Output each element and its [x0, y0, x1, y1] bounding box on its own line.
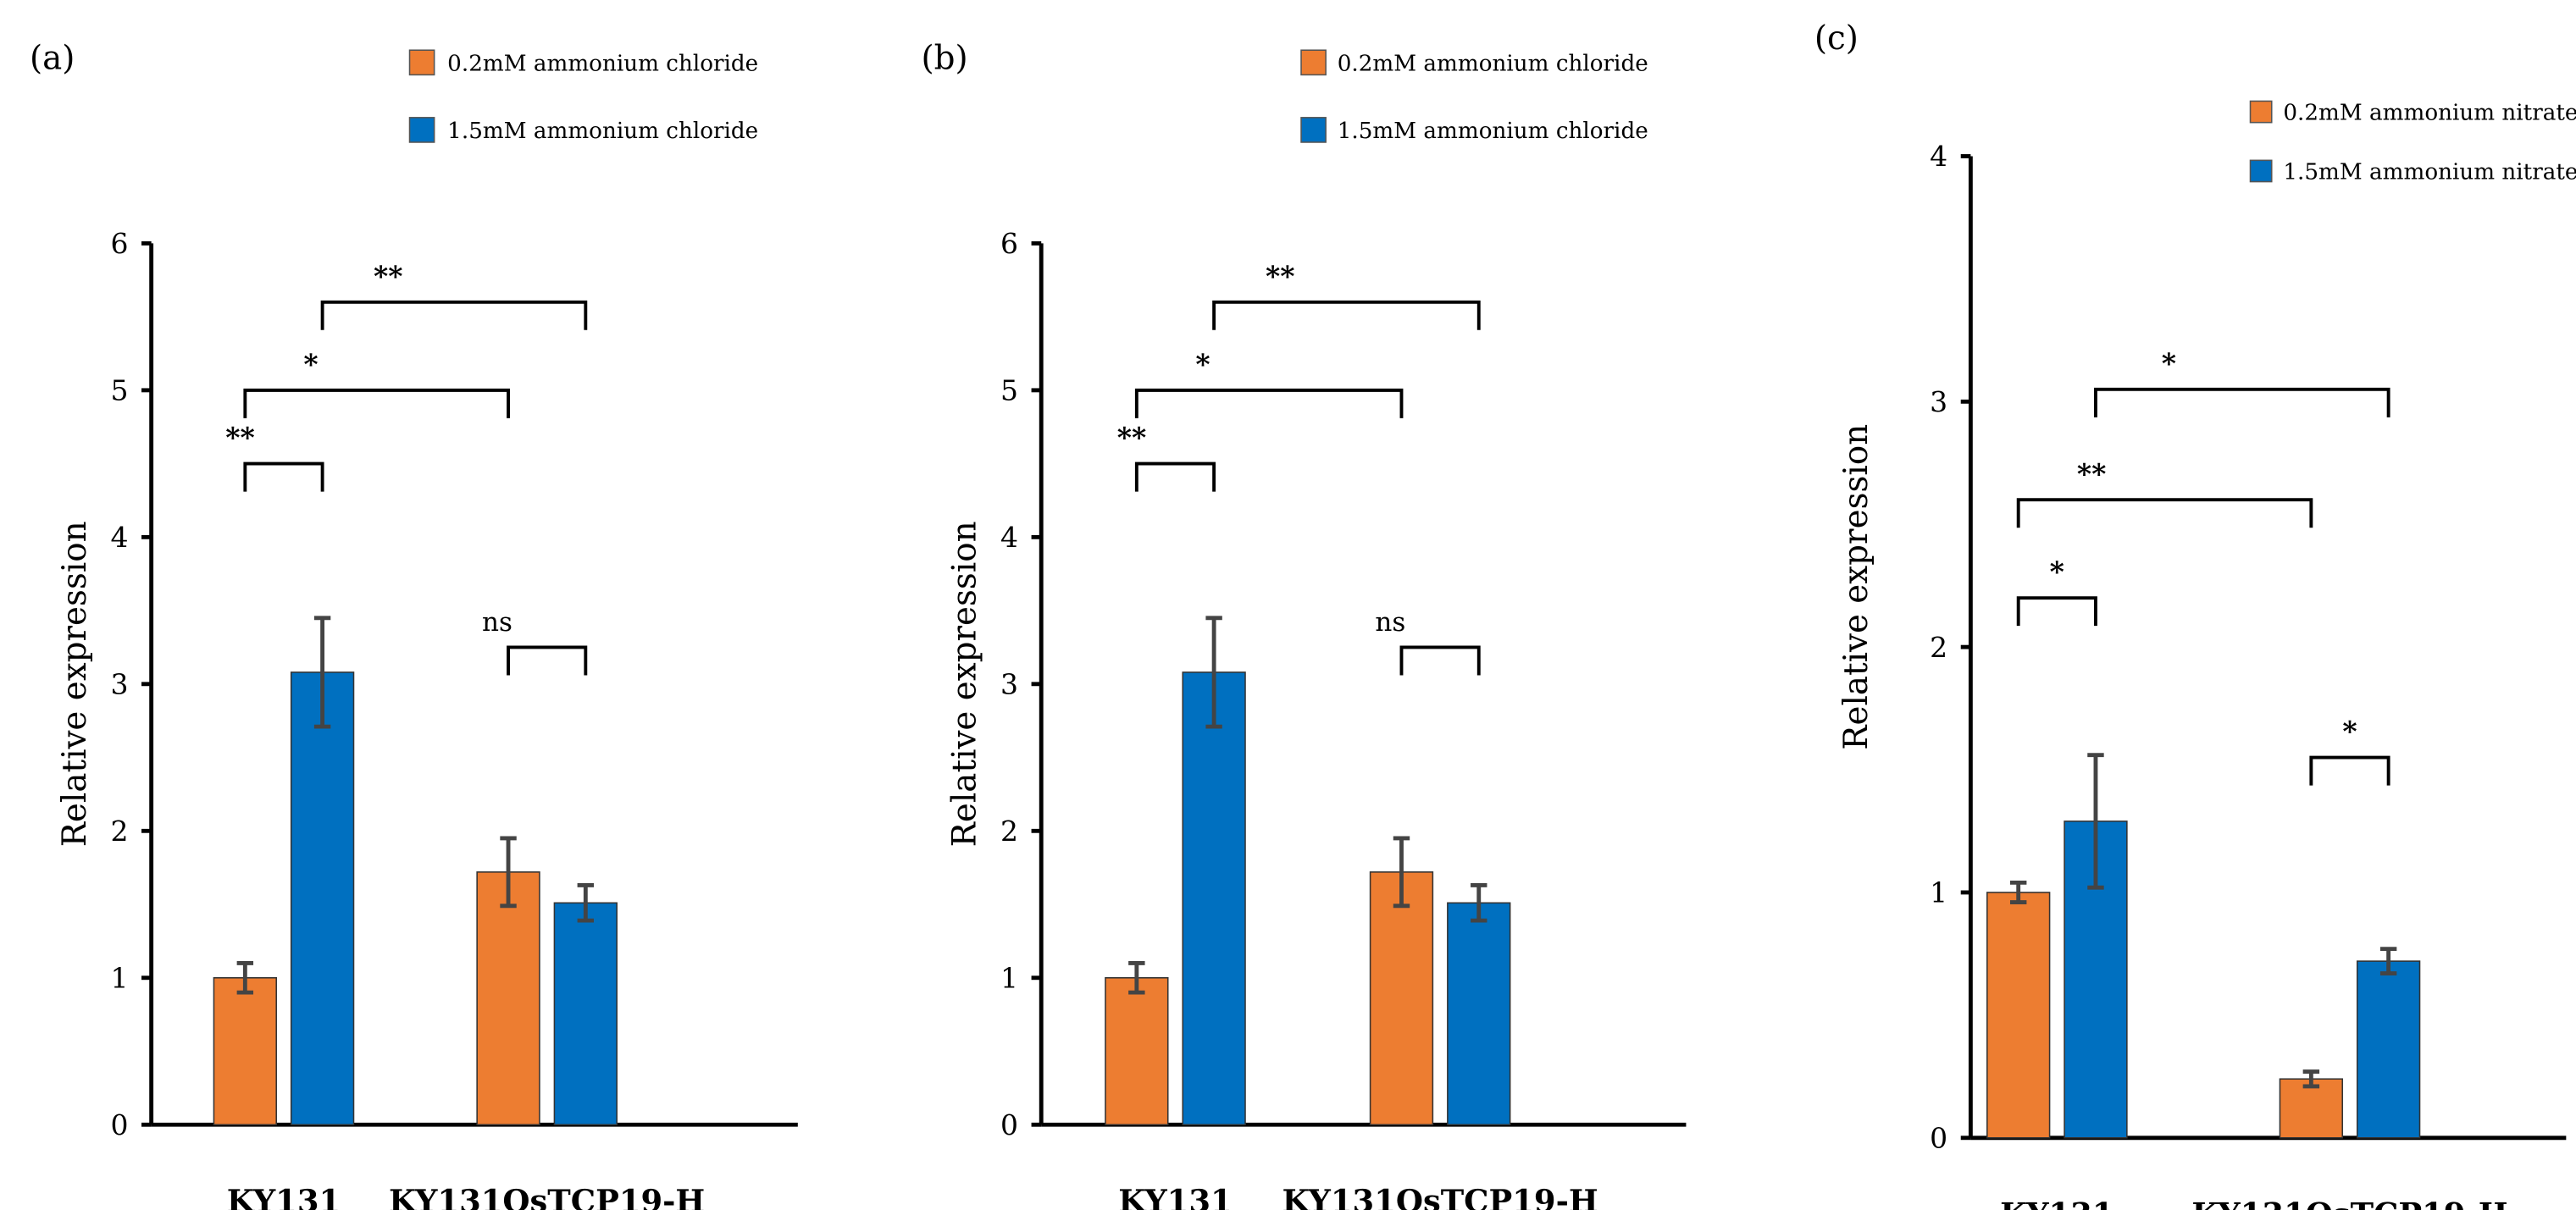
significance-bracket: [243, 461, 324, 492]
y-tick-label: 5: [1000, 374, 1018, 407]
x-category-label: KY131: [1118, 1182, 1232, 1210]
y-tick-label: 1: [1930, 876, 1947, 909]
legend-swatch: [408, 49, 435, 76]
significance-bracket: [2094, 387, 2390, 417]
bar: [1369, 871, 1434, 1126]
panel-label: (c): [1814, 19, 1859, 58]
significance-label: ns: [482, 607, 512, 638]
legend-swatch: [1300, 49, 1327, 76]
error-bar: [2009, 880, 2027, 904]
chart-panel-1: (a) 0.2mM ammonium chloride 1.5mM ammonium…: [30, 40, 798, 1210]
bar: [2356, 960, 2421, 1139]
y-tick-label: 2: [1930, 631, 1947, 664]
y-tick-label: 5: [110, 374, 128, 407]
bar: [1182, 671, 1246, 1126]
y-tick-label: 2: [1000, 815, 1018, 848]
significance-label: *: [2050, 555, 2064, 588]
significance-bracket: [1212, 300, 1481, 330]
y-axis-title: Relative expression: [56, 521, 94, 847]
y-tick-label: 3: [1000, 667, 1018, 700]
bar: [213, 977, 278, 1126]
bar: [1986, 892, 2051, 1139]
significance-label: **: [225, 421, 255, 454]
y-tick-label: 6: [110, 227, 128, 260]
significance-label: *: [303, 347, 318, 380]
bar: [1105, 977, 1169, 1126]
y-tick-label: 6: [1000, 227, 1018, 260]
significance-bracket: [1134, 461, 1216, 492]
legend-entry: 1.5mM ammonium nitrate: [2283, 160, 2576, 185]
significance-label: ns: [1375, 607, 1405, 638]
panels: (a) 0.2mM ammonium chloride 1.5mM ammonium…: [30, 19, 2576, 1210]
legend-entry: 1.5mM ammonium chloride: [447, 119, 758, 144]
significance-label: **: [2077, 457, 2107, 490]
significance-bracket: [1134, 388, 1404, 418]
significance-bracket: [320, 300, 588, 330]
y-tick-label: 0: [110, 1108, 128, 1141]
y-tick-label: 1: [1000, 961, 1018, 994]
chart-panel-2: (b) 0.2mM ammonium chloride 1.5mM ammonium…: [921, 40, 1687, 1210]
significance-label: *: [2342, 715, 2357, 748]
y-tick-label: 0: [1930, 1121, 1947, 1154]
significance-label: *: [2162, 346, 2176, 379]
x-category-label: KY131: [227, 1182, 341, 1210]
error-bar: [313, 616, 331, 729]
y-axis-title: Relative expression: [946, 521, 984, 847]
legend-swatch: [2249, 100, 2273, 124]
x-category-label: KY131OsTCP19-H: [1282, 1182, 1598, 1210]
panel-label: (b): [921, 40, 967, 78]
error-bar: [1471, 883, 1487, 923]
significance-label: **: [1266, 259, 1295, 292]
x-category-label: KY131OsTCP19-H: [389, 1182, 705, 1210]
legend-entry: 0.2mM ammonium chloride: [1338, 52, 1648, 77]
legend-swatch: [2249, 159, 2273, 183]
significance-label: **: [374, 259, 403, 292]
y-tick-label: 2: [110, 815, 128, 848]
y-tick-label: 3: [110, 667, 128, 700]
significance-bracket: [2309, 755, 2390, 786]
y-axis-title: Relative expression: [1837, 424, 1875, 750]
x-category-label: KY131OsTCP19-H: [2191, 1196, 2507, 1210]
significance-label: **: [1117, 421, 1147, 454]
x-category-label: KY131: [2000, 1196, 2113, 1210]
y-tick-label: 4: [1930, 140, 1947, 173]
error-bar: [577, 883, 595, 923]
bar: [476, 871, 540, 1126]
error-bar: [1205, 616, 1222, 729]
significance-bracket: [507, 645, 588, 676]
chart-panel-3: (c) 0.2mM ammonium nitrate 1.5mM ammonium …: [1814, 19, 2576, 1210]
significance-bracket: [1399, 645, 1481, 676]
significance-bracket: [2016, 596, 2097, 627]
panel-label: (a): [30, 40, 75, 78]
legend-entry: 1.5mM ammonium chloride: [1338, 119, 1648, 144]
bar: [1447, 902, 1511, 1126]
error-bar: [1128, 961, 1145, 995]
bar: [553, 902, 618, 1126]
error-bar: [2087, 753, 2104, 890]
legend-swatch: [1300, 117, 1327, 143]
error-bar: [1393, 836, 1410, 909]
legend-entry: 0.2mM ammonium chloride: [447, 52, 758, 77]
y-tick-label: 0: [1000, 1108, 1018, 1141]
significance-bracket: [2016, 498, 2313, 528]
y-tick-label: 3: [1930, 385, 1947, 418]
y-tick-label: 1: [110, 961, 128, 994]
figure-content: (a) 0.2mM ammonium chloride 1.5mM ammonium…: [30, 19, 2576, 1210]
error-bar: [2302, 1069, 2320, 1089]
bar: [290, 671, 355, 1126]
y-tick-label: 4: [1000, 521, 1018, 554]
legend-entry: 0.2mM ammonium nitrate: [2283, 101, 2576, 126]
significance-label: *: [1195, 347, 1210, 380]
y-tick-label: 4: [110, 521, 128, 554]
error-bar: [236, 961, 254, 995]
legend-swatch: [408, 117, 435, 143]
error-bar: [500, 836, 517, 909]
bar: [2279, 1078, 2344, 1139]
significance-bracket: [243, 388, 510, 418]
error-bar: [2379, 947, 2397, 976]
